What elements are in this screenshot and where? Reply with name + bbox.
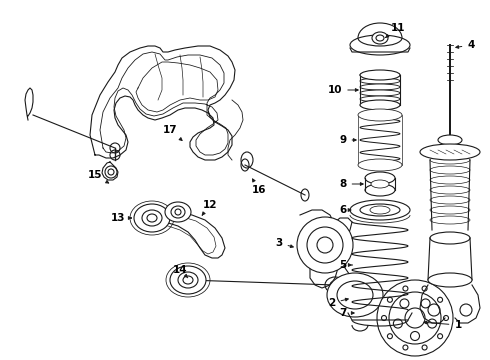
Text: 12: 12: [202, 200, 217, 215]
Ellipse shape: [360, 100, 400, 110]
Text: 15: 15: [88, 170, 109, 183]
Ellipse shape: [165, 202, 191, 222]
Text: 17: 17: [163, 125, 182, 140]
Text: 10: 10: [328, 85, 358, 95]
Ellipse shape: [142, 210, 162, 226]
Text: 4: 4: [456, 40, 475, 50]
Ellipse shape: [360, 96, 400, 102]
Ellipse shape: [358, 159, 402, 171]
Ellipse shape: [360, 84, 400, 90]
Ellipse shape: [327, 273, 383, 317]
Ellipse shape: [372, 32, 388, 44]
Ellipse shape: [420, 144, 480, 160]
Ellipse shape: [438, 135, 462, 145]
Ellipse shape: [360, 70, 400, 80]
Ellipse shape: [358, 109, 402, 121]
Text: 5: 5: [340, 260, 352, 270]
Ellipse shape: [428, 273, 472, 287]
Text: 13: 13: [111, 213, 131, 223]
Ellipse shape: [297, 217, 353, 273]
Ellipse shape: [371, 180, 389, 188]
Ellipse shape: [365, 184, 395, 196]
Ellipse shape: [360, 204, 400, 216]
Text: 14: 14: [172, 265, 188, 278]
Text: 2: 2: [328, 298, 348, 308]
Text: 16: 16: [252, 179, 266, 195]
Ellipse shape: [365, 172, 395, 184]
Ellipse shape: [178, 272, 198, 288]
Text: 9: 9: [340, 135, 356, 145]
Text: 11: 11: [386, 23, 405, 37]
Ellipse shape: [134, 204, 170, 232]
Ellipse shape: [350, 35, 410, 55]
Text: 1: 1: [424, 320, 462, 330]
Text: 6: 6: [340, 205, 351, 215]
Ellipse shape: [360, 90, 400, 96]
Ellipse shape: [430, 232, 470, 244]
Ellipse shape: [377, 280, 453, 356]
Ellipse shape: [360, 78, 400, 84]
Text: 7: 7: [339, 308, 354, 318]
Text: 8: 8: [340, 179, 363, 189]
Ellipse shape: [350, 200, 410, 220]
Text: 3: 3: [275, 238, 294, 248]
Ellipse shape: [170, 266, 206, 294]
Ellipse shape: [360, 72, 400, 78]
